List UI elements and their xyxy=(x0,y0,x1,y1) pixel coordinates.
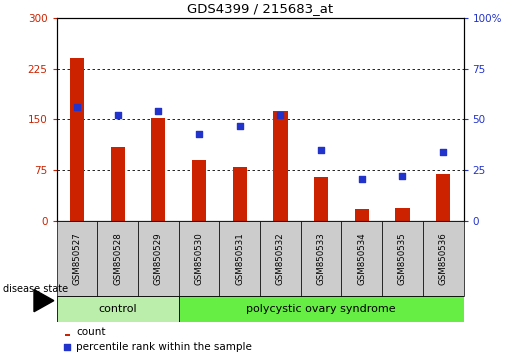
Point xyxy=(154,108,162,114)
Bar xyxy=(179,221,219,296)
Bar xyxy=(57,296,179,322)
Text: GSM850536: GSM850536 xyxy=(439,232,448,285)
Bar xyxy=(273,111,287,221)
Bar xyxy=(355,209,369,221)
Text: count: count xyxy=(76,327,106,337)
Bar xyxy=(341,221,382,296)
Text: GSM850533: GSM850533 xyxy=(317,232,325,285)
Point xyxy=(276,113,284,118)
Point xyxy=(357,176,366,181)
Bar xyxy=(436,174,450,221)
Bar xyxy=(314,177,328,221)
Text: GSM850527: GSM850527 xyxy=(73,232,81,285)
Bar xyxy=(65,335,70,336)
Point xyxy=(317,147,325,153)
Point xyxy=(235,123,244,129)
Point xyxy=(63,344,72,350)
Bar xyxy=(179,296,464,322)
Text: polycystic ovary syndrome: polycystic ovary syndrome xyxy=(246,304,396,314)
Text: GSM850531: GSM850531 xyxy=(235,232,244,285)
Bar xyxy=(396,208,409,221)
Text: GSM850535: GSM850535 xyxy=(398,232,407,285)
Bar xyxy=(138,221,179,296)
Bar xyxy=(219,221,260,296)
Text: GSM850530: GSM850530 xyxy=(195,232,203,285)
Point xyxy=(195,131,203,137)
Point xyxy=(398,173,406,179)
Bar xyxy=(70,58,84,221)
Text: control: control xyxy=(98,304,137,314)
Bar xyxy=(97,221,138,296)
FancyArrow shape xyxy=(34,290,54,312)
Text: GSM850529: GSM850529 xyxy=(154,232,163,285)
Bar xyxy=(192,160,206,221)
Point xyxy=(73,104,81,110)
Bar xyxy=(301,221,341,296)
Point xyxy=(439,149,447,155)
Title: GDS4399 / 215683_at: GDS4399 / 215683_at xyxy=(187,2,333,15)
Bar xyxy=(423,221,464,296)
Bar xyxy=(151,118,165,221)
Bar xyxy=(260,221,301,296)
Point xyxy=(113,113,122,118)
Bar xyxy=(111,147,125,221)
Text: GSM850534: GSM850534 xyxy=(357,232,366,285)
Text: percentile rank within the sample: percentile rank within the sample xyxy=(76,342,252,352)
Bar xyxy=(233,167,247,221)
Text: GSM850532: GSM850532 xyxy=(276,232,285,285)
Text: disease state: disease state xyxy=(3,284,68,293)
Bar xyxy=(57,221,97,296)
Text: GSM850528: GSM850528 xyxy=(113,232,122,285)
Bar xyxy=(382,221,423,296)
